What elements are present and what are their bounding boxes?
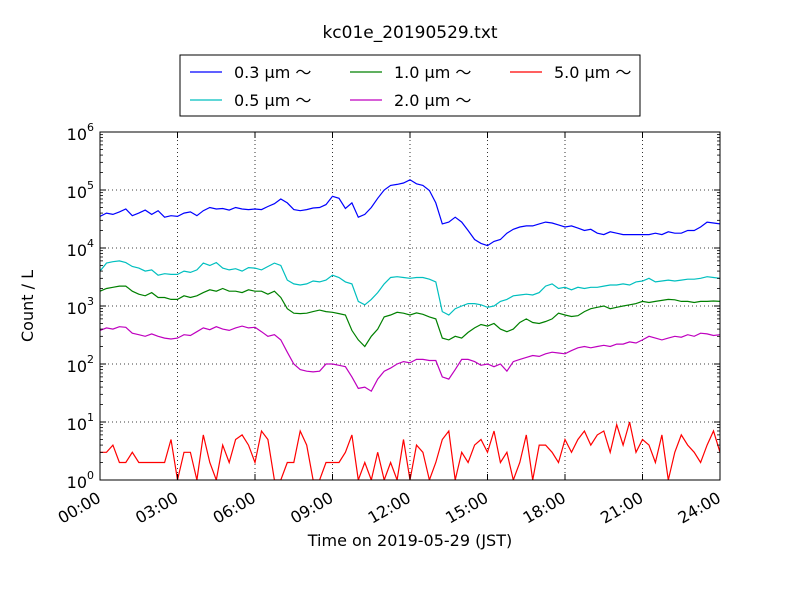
legend-label-4: 2.0 μm ～ [394,91,471,110]
x-tick-label: 06:00 [210,488,259,528]
x-axis-label: Time on 2019-05-29 (JST) [307,531,512,550]
series-line-1 [100,179,720,247]
x-tick-label: 15:00 [442,488,491,528]
y-tick-label: 103 [67,295,94,318]
legend-label-1: 0.3 μm ～ [234,63,311,82]
chart-title: kc01e_20190529.txt [322,23,497,43]
series-line-3 [100,285,720,348]
y-tick-labels: 100 101 102 103 104 105 106 [67,121,94,492]
y-tick-label: 106 [67,121,94,144]
ticks [99,131,721,481]
y-tick-label: 101 [67,411,94,434]
y-tick-label: 104 [67,237,94,260]
series-line-2 [100,260,720,316]
y-tick-label: 100 [67,469,94,492]
y-tick-label: 105 [67,179,94,202]
legend: 0.3 μm ～ 0.5 μm ～ 1.0 μm ～ 2.0 μm ～ 5.0 μm ～ [179,54,641,117]
series-line-4 [100,325,720,393]
x-tick-label: 03:00 [132,488,181,528]
x-tick-label: 09:00 [287,488,336,528]
legend-label-3: 1.0 μm ～ [394,63,471,82]
x-tick-label: 12:00 [365,488,414,528]
legend-label-5: 5.0 μm ～ [554,63,631,82]
x-tick-label: 24:00 [675,488,724,528]
y-axis-label: Count / L [18,270,37,342]
x-tick-label: 00:00 [55,488,104,528]
legend-items: 0.3 μm ～ 0.5 μm ～ 1.0 μm ～ 2.0 μm ～ 5.0 μm ～ [190,63,631,110]
x-tick-label: 21:00 [597,488,646,528]
grid [100,132,720,480]
legend-box [179,54,641,117]
y-tick-label: 102 [67,353,94,376]
x-tick-label: 18:00 [520,488,569,528]
series-lines [100,179,720,480]
series-line-5 [100,421,720,480]
legend-label-2: 0.5 μm ～ [234,91,311,110]
x-tick-labels: 00:00 03:00 06:00 09:00 12:00 15:00 18:00 21:00… [55,488,724,528]
